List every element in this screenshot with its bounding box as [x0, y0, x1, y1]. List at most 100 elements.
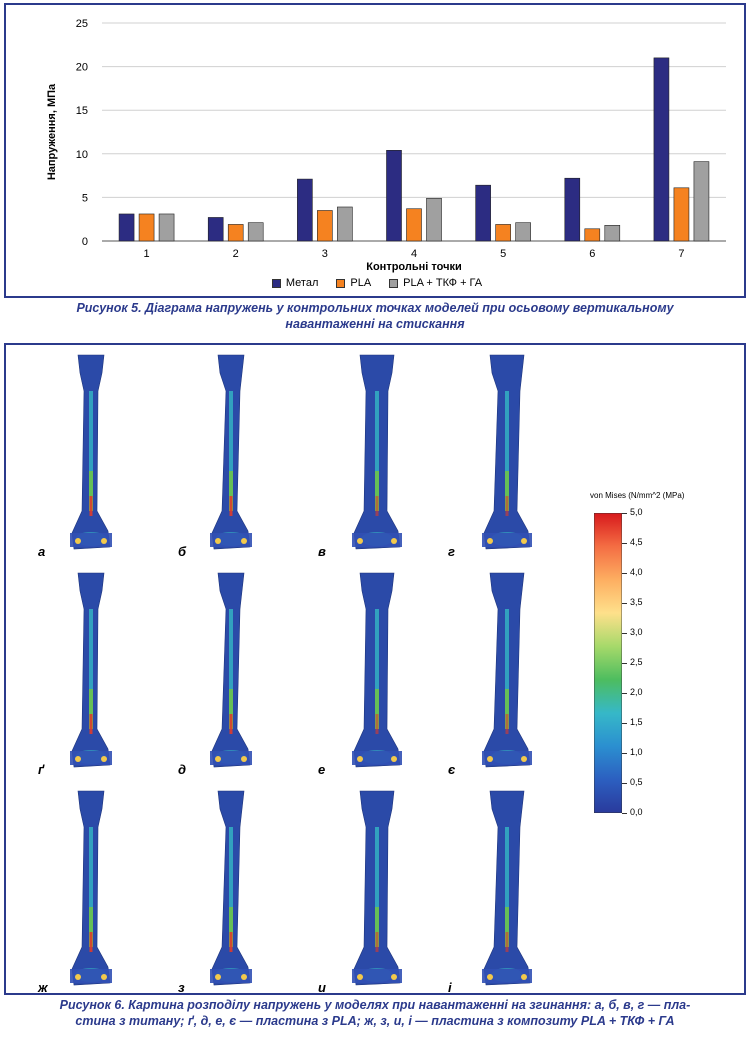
chart-legend: Метал PLA PLA + ТКФ + ГА [6, 277, 748, 289]
bone-stress-model [482, 790, 532, 986]
figure-5-caption-line-2: навантаженні на стискання [285, 317, 465, 331]
bar [227, 224, 244, 242]
colorbar-tick-mark [622, 513, 627, 514]
y-tick-label: 0 [82, 236, 88, 248]
colorbar-tick-mark [622, 663, 627, 664]
x-tick-label: 2 [233, 248, 239, 260]
y-axis-label: Напруження, МПа [46, 83, 58, 180]
bone-stress-model [482, 572, 532, 768]
panel-label: а [38, 544, 46, 559]
bone-stress-model [70, 354, 112, 550]
figure-5-caption: Рисунок 5. Діаграма напружень у контроль… [6, 300, 744, 332]
bar [653, 57, 670, 242]
figure-6-caption-line-1: Рисунок 6. Картина розподілу напружень у… [59, 998, 691, 1012]
figure-5-caption-line-1: Рисунок 5. Діаграма напружень у контроль… [76, 301, 674, 315]
x-tick-label: 1 [144, 248, 150, 260]
x-tick-label: 7 [678, 248, 684, 260]
colorbar-tick-label: 3,5 [630, 597, 643, 607]
bar [386, 150, 402, 242]
colorbar-tick-label: 3,0 [630, 627, 643, 637]
colorbar-tick-label: 0,5 [630, 777, 643, 787]
x-tick-label: 5 [500, 248, 506, 260]
bone-stress-model [210, 790, 252, 986]
colorbar-tick-label: 1,0 [630, 747, 643, 757]
bar [207, 217, 224, 242]
bar [317, 210, 333, 242]
bar [138, 213, 155, 242]
bar [337, 206, 353, 242]
bar [564, 177, 581, 242]
bar [406, 208, 422, 242]
bar [673, 187, 690, 242]
panel-label: д [178, 762, 187, 777]
figure-5-chart-frame: 0 5 10 15 20 25 Напруження, МПа 1 2 3 4 5 6 7 Контроль… [4, 3, 746, 298]
bar [604, 225, 621, 242]
bar [693, 161, 710, 242]
bar [158, 213, 175, 242]
bone-stress-model [352, 354, 402, 550]
panel-label: з [178, 980, 185, 995]
colorbar-tick-label: 4,5 [630, 537, 643, 547]
bar [584, 228, 601, 242]
legend-label: Метал [285, 277, 319, 289]
panel-label: в [318, 544, 326, 559]
panel-label: ґ [38, 762, 45, 777]
panel-label: е [318, 762, 326, 777]
legend-label: PLA + ТКФ + ГА [403, 277, 483, 289]
colorbar-title: von Mises (N/mm^2 (MPa) [590, 491, 685, 500]
bone-stress-model [352, 790, 402, 986]
colorbar-tick-mark [622, 543, 627, 544]
bar [118, 213, 135, 242]
legend-item: PLA + ТКФ + ГА [389, 277, 482, 289]
colorbar-tick-label: 2,0 [630, 687, 643, 697]
panel-label: ж [38, 980, 48, 995]
bar [426, 197, 442, 242]
x-tick-label: 3 [322, 248, 328, 260]
bone-stress-model [210, 572, 252, 768]
bar [247, 222, 264, 242]
colorbar-tick-label: 0,0 [630, 807, 643, 817]
y-tick-label: 20 [76, 62, 88, 74]
bar [495, 224, 511, 242]
colorbar-tick-label: 1,5 [630, 717, 643, 727]
legend-swatch [336, 278, 346, 288]
colorbar-tick-mark [622, 603, 627, 604]
y-tick-label: 5 [82, 192, 88, 204]
colorbar-tick-mark [622, 633, 627, 634]
bone-stress-model [482, 354, 532, 550]
y-tick-label: 10 [76, 149, 88, 161]
colorbar-gradient [594, 513, 622, 813]
stress-bar-chart: 0 5 10 15 20 25 Напруження, МПа 1 2 3 4 5 6 7 Контроль… [46, 18, 726, 273]
legend-swatch [271, 278, 281, 288]
legend-item: Метал [271, 277, 319, 289]
colorbar-tick-mark [622, 783, 627, 784]
bar [515, 222, 531, 242]
figure-6-caption-line-2: стина з титану; ґ, д, е, є — пластина з … [75, 1014, 675, 1028]
bar [475, 184, 491, 242]
bone-stress-model [70, 572, 112, 768]
colorbar-tick-mark [622, 753, 627, 754]
panel-label: і [448, 980, 452, 995]
panel-label: и [318, 980, 326, 995]
x-tick-label: 6 [589, 248, 595, 260]
x-tick-label: 4 [411, 248, 417, 260]
bone-stress-model [352, 572, 402, 768]
panel-label: є [448, 762, 456, 777]
colorbar-tick-mark [622, 723, 627, 724]
y-tick-label: 25 [76, 18, 88, 30]
colorbar-tick-mark [622, 693, 627, 694]
figure-6-caption: Рисунок 6. Картина розподілу напружень у… [6, 997, 744, 1029]
colorbar-tick-label: 4,0 [630, 567, 643, 577]
colorbar-tick-mark [622, 573, 627, 574]
colorbar-tick-mark [622, 813, 627, 814]
bone-stress-model [70, 790, 112, 986]
x-axis-label: Контрольні точки [366, 261, 461, 273]
legend-label: PLA [350, 277, 372, 289]
legend-swatch [389, 278, 399, 288]
panel-label: б [178, 544, 187, 559]
bar [297, 178, 313, 242]
y-tick-label: 15 [76, 105, 88, 117]
colorbar-tick-label: 5,0 [630, 507, 643, 517]
figure-6-stress-maps-frame: а б в г [4, 343, 746, 995]
colorbar-tick-label: 2,5 [630, 657, 643, 667]
